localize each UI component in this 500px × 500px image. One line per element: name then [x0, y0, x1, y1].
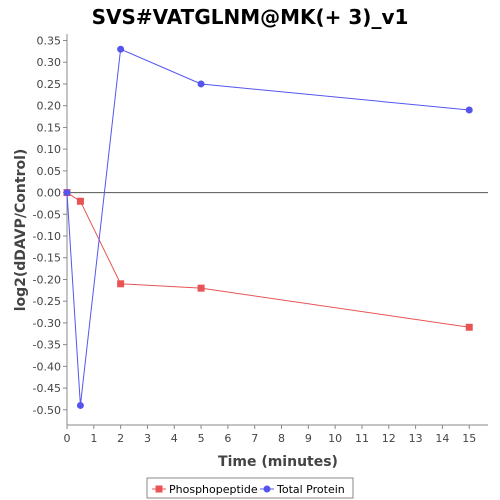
x-axis-label: Time (minutes) [218, 454, 338, 470]
y-axis-label: log2(dDAVP/Control) [13, 149, 29, 312]
data-point [76, 197, 84, 205]
y-tick-label: 0.35 [37, 35, 62, 48]
y-tick-label: 0.15 [37, 121, 62, 134]
data-point [197, 284, 205, 292]
x-tick-label: 7 [251, 432, 258, 445]
x-tick-label: 12 [382, 432, 396, 445]
y-tick-label: -0.50 [33, 404, 61, 417]
chart-title: SVS#VATGLNM@MK(+ 3)_v1 [92, 5, 409, 29]
x-tick-label: 3 [144, 432, 151, 445]
x-tick-label: 15 [462, 432, 476, 445]
series-layer [63, 45, 473, 409]
x-tick-label: 11 [355, 432, 369, 445]
y-tick-label: -0.35 [33, 339, 61, 352]
y-tick-label: -0.15 [33, 252, 61, 265]
legend-marker [155, 485, 163, 493]
data-point [465, 106, 473, 114]
y-tick-label: 0.25 [37, 78, 62, 91]
data-point [117, 280, 125, 288]
x-tick-label: 0 [64, 432, 71, 445]
y-tick-label: -0.05 [33, 208, 61, 221]
data-point [465, 323, 473, 331]
legend: Phosphopeptide Total Protein [146, 477, 354, 499]
data-point [63, 189, 71, 197]
x-tick-label: 10 [328, 432, 342, 445]
data-point [76, 401, 84, 409]
x-tick-label: 8 [278, 432, 285, 445]
x-tick-label: 14 [435, 432, 449, 445]
data-point [197, 80, 205, 88]
x-tick-label: 6 [224, 432, 231, 445]
legend-marker [263, 485, 271, 493]
legend-label: Total Protein [276, 483, 345, 496]
x-tick-label: 13 [409, 432, 423, 445]
plot-area [67, 34, 488, 425]
y-tick-label: -0.40 [33, 360, 61, 373]
x-axis: 0 1 2 3 4 5 6 7 8 9 10 11 12 13 14 15 [64, 425, 476, 445]
legend-label: Phosphopeptide [169, 483, 258, 496]
y-axis: 0.35 0.30 0.25 0.20 0.15 0.10 0.05 0.00 -0.05 -0.… [33, 35, 67, 417]
x-tick-label: 9 [305, 432, 312, 445]
y-tick-label: 0.20 [37, 100, 62, 113]
y-tick-label: -0.20 [33, 273, 61, 286]
y-tick-label: 0.05 [37, 165, 62, 178]
x-tick-label: 5 [198, 432, 205, 445]
x-tick-label: 1 [90, 432, 97, 445]
y-tick-label: -0.10 [33, 230, 61, 243]
y-tick-label: 0.00 [37, 187, 62, 200]
x-tick-label: 2 [117, 432, 124, 445]
y-tick-label: 0.30 [37, 56, 62, 69]
y-tick-label: -0.45 [33, 382, 61, 395]
data-point [117, 45, 125, 53]
y-tick-label: -0.30 [33, 317, 61, 330]
y-tick-label: -0.25 [33, 295, 61, 308]
legend-box [146, 477, 354, 499]
x-tick-label: 4 [171, 432, 178, 445]
y-tick-label: 0.10 [37, 143, 62, 156]
